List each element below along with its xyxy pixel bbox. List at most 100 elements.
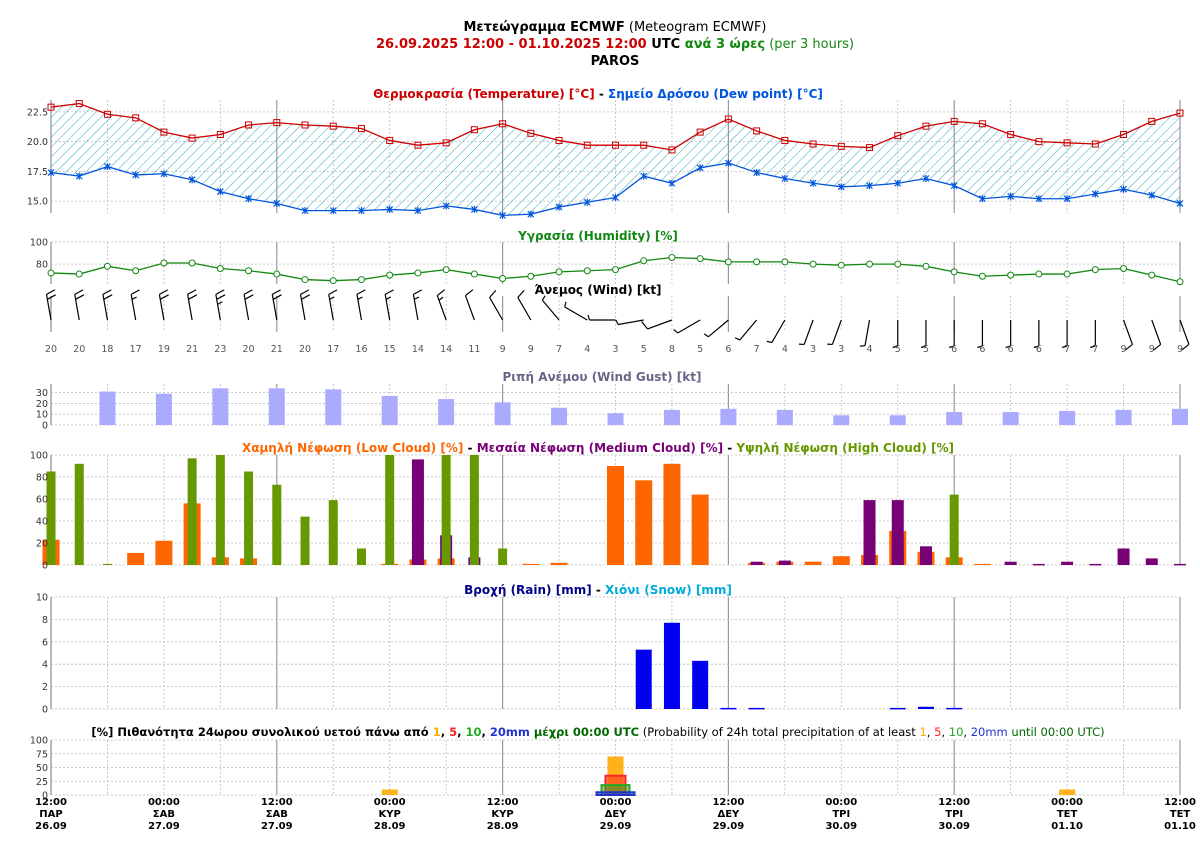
rain-bar <box>748 707 765 710</box>
temperature-line <box>50 102 1181 151</box>
dew-point-point <box>1063 195 1071 203</box>
high-cloud-bar <box>46 471 56 565</box>
precip-y-tick-label: 2 <box>42 682 48 693</box>
wind-barb-feather <box>541 295 546 301</box>
prob-title-gr-until: μέχρι 00:00 UTC <box>530 725 639 739</box>
temperature-point <box>245 121 253 129</box>
wind-speed-label: 7 <box>754 344 760 355</box>
x-tick-date: 27.09 <box>148 821 180 832</box>
wind-barb <box>587 314 616 321</box>
humidity-point <box>555 268 563 276</box>
wind-barb-feather <box>859 345 866 347</box>
dew-point-point <box>1007 192 1015 200</box>
x-tick-day: ΤΡΙ <box>945 809 963 820</box>
wind-barb-feather <box>357 296 363 300</box>
wind-barb <box>489 289 504 321</box>
prob-title-en-until: until 00:00 UTC) <box>1008 725 1105 739</box>
temperature-point <box>499 120 507 128</box>
temperature-point <box>1091 140 1099 148</box>
wind-barb-feather <box>131 296 137 300</box>
chart-period: 26.09.2025 12:00 - 01.10.2025 12:00 UTC … <box>376 37 854 52</box>
wind-barb <box>1151 319 1162 351</box>
wind-barb <box>45 289 56 321</box>
wind-speed-label: 9 <box>528 344 534 355</box>
wind-barb-feather <box>243 289 253 295</box>
temperature-point <box>1120 130 1128 138</box>
cloud-title-sep2: - <box>723 441 736 455</box>
dew-point-point <box>724 159 732 167</box>
wind-barb-shaft <box>831 319 842 345</box>
wind-barb-shaft <box>45 294 52 321</box>
rain-bar <box>692 660 709 709</box>
wind-barb <box>564 301 588 321</box>
dew-point-point <box>866 182 873 190</box>
dew-point-point <box>1120 185 1127 193</box>
wind-barb-feather <box>46 289 56 295</box>
wind-barb <box>892 320 899 349</box>
medium-cloud-bar <box>778 560 791 565</box>
probability-y-tick-label: 25 <box>36 777 48 788</box>
dew-point-point <box>922 175 930 183</box>
wind-barb <box>412 289 423 321</box>
temperature-y-tick-label: 22.5 <box>27 107 48 118</box>
prob-title-en-c2: , <box>941 725 948 739</box>
x-tick-time: 00:00 <box>1051 797 1083 808</box>
marks-layer <box>42 100 1190 796</box>
wind-barb-shaft <box>158 294 165 321</box>
wind-speed-label: 7 <box>1064 344 1070 355</box>
wind-barb-shaft <box>541 299 560 321</box>
humidity-point <box>414 269 422 277</box>
probability-bar-fill <box>601 785 630 795</box>
temperature-point <box>273 119 281 127</box>
prob-title-en-5: 5 <box>934 725 941 739</box>
temperature-point <box>724 115 732 123</box>
wind-barb <box>766 319 786 344</box>
wind-barb-feather <box>187 289 197 295</box>
temperature-point <box>329 122 337 130</box>
humidity-point <box>442 266 450 274</box>
x-tick-date: 28.09 <box>487 821 519 832</box>
wind-speed-label: 15 <box>384 344 396 355</box>
humidity-point <box>103 262 111 270</box>
high-cloud-bar <box>187 458 197 565</box>
wind-speed-label: 18 <box>101 344 113 355</box>
dew-point-point <box>414 207 422 215</box>
temperature-point <box>216 130 224 138</box>
wind-barb <box>74 289 85 321</box>
temperature-point <box>132 114 140 122</box>
wind-barb-feather <box>414 296 420 300</box>
wind-speed-label: 3 <box>612 344 618 355</box>
dew-point-point <box>1035 195 1043 203</box>
x-tick-time: 12:00 <box>35 797 67 808</box>
period-utc: UTC <box>647 37 685 52</box>
wind-speed-label: 20 <box>73 344 85 355</box>
wind-barb-shaft <box>130 294 137 321</box>
x-tick-day: ΤΡΙ <box>832 809 850 820</box>
wind-barb-shaft <box>243 294 250 321</box>
wind-barb-feather <box>130 289 140 295</box>
medium-cloud-bar <box>1117 548 1130 565</box>
low-cloud-bar <box>691 494 709 565</box>
medium-cloud-bar <box>863 500 876 565</box>
gust-title: Ριπή Ανέμου (Wind Gust) [kt] <box>503 370 702 384</box>
humidity-title: Υγρασία (Humidity) [%] <box>517 229 678 243</box>
high-cloud-bar <box>272 484 282 565</box>
temperature-point <box>442 139 450 147</box>
temperature-point <box>640 141 648 149</box>
wind-barb-feather <box>1090 345 1096 349</box>
wind-barb-shaft <box>299 294 306 321</box>
dew-point-point <box>245 195 252 203</box>
humidity-point <box>1176 278 1184 286</box>
temperature-point <box>668 146 676 154</box>
cloud-y-tick-label: 100 <box>30 451 48 462</box>
low-cloud-bar <box>635 480 653 565</box>
probability-bar-fill <box>596 792 635 795</box>
wind-barb <box>384 289 394 321</box>
wind-speed-label: 4 <box>867 344 873 355</box>
wind-barb-feather <box>1005 345 1011 349</box>
gust-bar <box>776 409 793 425</box>
wind-barb <box>102 289 113 321</box>
gust-bar <box>1115 409 1132 425</box>
cloud-y-tick-label: 40 <box>36 517 48 528</box>
